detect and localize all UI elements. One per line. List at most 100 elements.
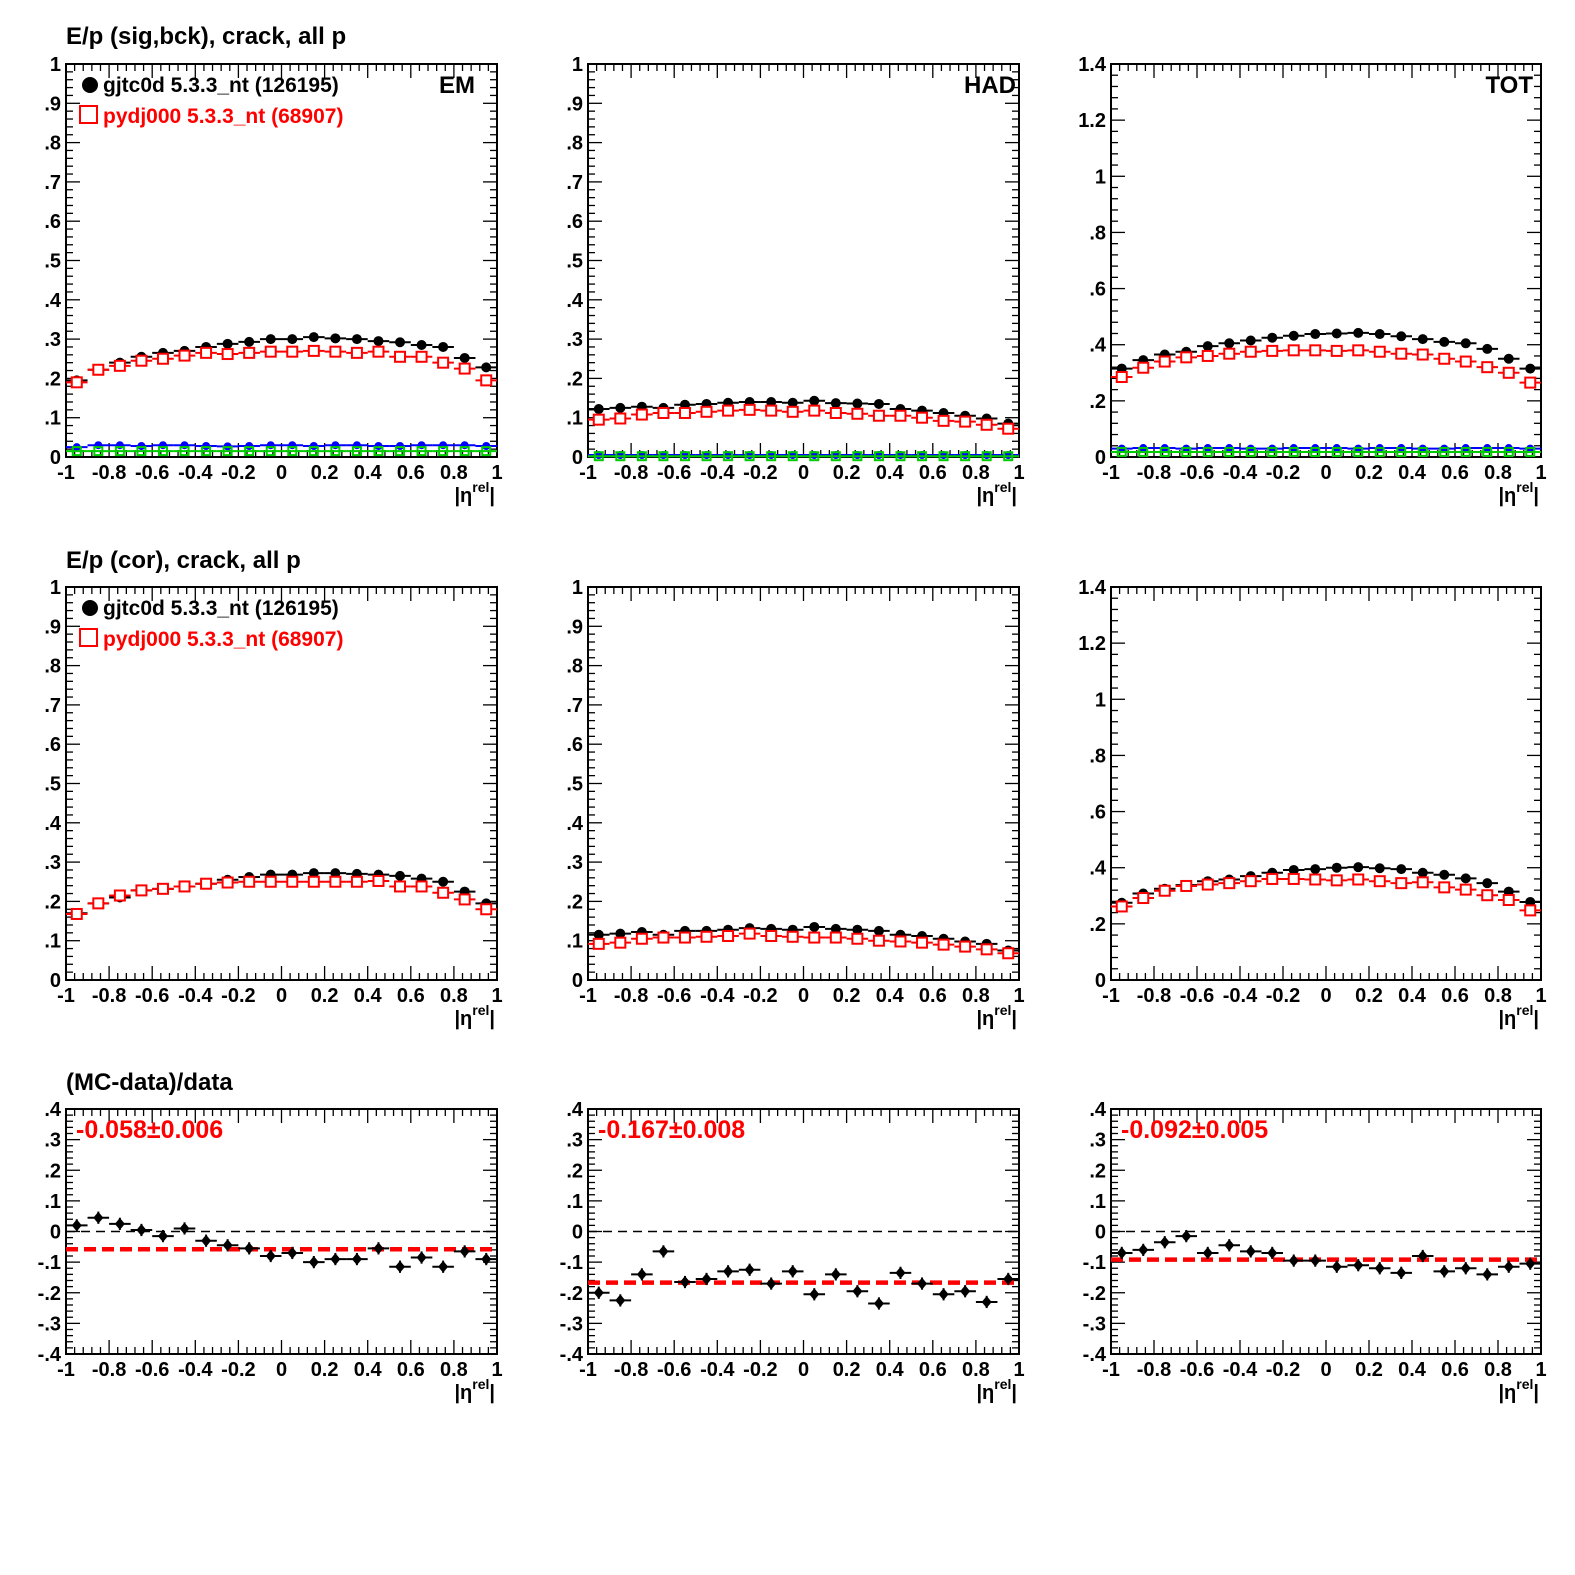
- bck-mc-point: [1525, 446, 1536, 457]
- mc-point: [1158, 355, 1171, 368]
- x-tick-label: -0.6: [1180, 462, 1214, 484]
- x-tick-label: -0.6: [657, 1359, 691, 1381]
- bck-mc-point: [330, 446, 341, 457]
- bck-mc-point: [1353, 446, 1364, 457]
- mc-point: [765, 404, 778, 417]
- bck-mc-point: [1396, 446, 1407, 457]
- ratio-point: [1202, 1246, 1213, 1259]
- mc-point: [916, 411, 929, 424]
- y-tick-label: .1: [44, 931, 61, 953]
- bck-mc-point: [71, 446, 82, 457]
- ratio-point: [1181, 1230, 1192, 1243]
- data-point: [1503, 353, 1514, 364]
- x-tick-label: -0.6: [657, 462, 691, 484]
- y-tick-label: .6: [1089, 279, 1106, 301]
- x-tick-label: -0.8: [1137, 462, 1171, 484]
- bck-data-point: [396, 441, 405, 450]
- x-tick-label: -0.2: [221, 985, 255, 1007]
- mc-point: [1287, 872, 1300, 885]
- mc-point: [1416, 876, 1429, 889]
- y-tick-label: 1.4: [1078, 54, 1107, 76]
- mc-point: [765, 929, 778, 942]
- data-point: [1224, 338, 1235, 349]
- mc-point: [264, 875, 277, 888]
- ratio-point: [395, 1260, 406, 1273]
- bck-mc-point: [593, 451, 604, 462]
- x-tick-label: -0.8: [92, 462, 126, 484]
- data-point: [222, 338, 233, 349]
- y-tick-label: .4: [566, 1099, 584, 1121]
- mc-point: [1201, 349, 1214, 362]
- data-point: [330, 868, 341, 879]
- x-tick-label: -0.2: [743, 1359, 777, 1381]
- ratio-point: [244, 1242, 255, 1255]
- bck-mc-point: [1331, 446, 1342, 457]
- bck-mc-point: [895, 451, 906, 462]
- mc-point: [113, 359, 126, 372]
- bck-mc-point: [615, 451, 626, 462]
- y-tick-label: .4: [44, 813, 62, 835]
- y-tick-label: 1: [1095, 689, 1106, 711]
- y-tick-label: .4: [1089, 335, 1107, 357]
- y-tick-label: 0: [50, 1222, 61, 1244]
- mc-point: [1459, 355, 1472, 368]
- y-tick-label: .3: [44, 1130, 61, 1152]
- mc-point: [1244, 345, 1257, 358]
- ratio-point: [723, 1265, 734, 1278]
- bck-mc-point: [679, 451, 690, 462]
- y-tick-label: .8: [566, 656, 583, 678]
- y-tick-label: .6: [44, 734, 61, 756]
- bck-mc-point: [852, 451, 863, 462]
- mc-point: [1115, 370, 1128, 383]
- x-tick-label: 0.6: [397, 1359, 425, 1381]
- x-tick-label: -0.4: [700, 462, 735, 484]
- x-tick-label: -0.4: [1223, 462, 1258, 484]
- mc-point: [264, 345, 277, 358]
- mc-point: [1223, 877, 1236, 890]
- mc-point: [1438, 881, 1451, 894]
- mc-point: [1481, 361, 1494, 374]
- legend-data-label: gjtc0d 5.3.3_nt (126195): [103, 597, 339, 620]
- bck-mc-point: [244, 446, 255, 457]
- mc-point: [1524, 376, 1537, 389]
- data-point: [481, 362, 492, 373]
- data-point: [395, 337, 406, 348]
- panel-2-0: -1 -0.8 -0.6 -0.4 -0.2 0 0.2 0.4 0.6 0.8 1-.4-.3-.…: [38, 1099, 503, 1404]
- x-tick-label: 0.8: [1484, 985, 1512, 1007]
- mc-point: [286, 875, 299, 888]
- mc-point: [200, 877, 213, 890]
- mc-point: [722, 404, 735, 417]
- panel-0-0: -1 -0.8 -0.6 -0.4 -0.2 0 0.2 0.4 0.6 0.8 1 0 .1 .2 .3.…: [44, 54, 502, 507]
- x-tick-label: -0.2: [1266, 462, 1300, 484]
- data-point: [830, 923, 841, 934]
- ratio-point: [766, 1277, 777, 1290]
- x-tick-label: -0.2: [1266, 1359, 1300, 1381]
- y-tick-label: .2: [566, 891, 583, 913]
- y-tick-label: 0: [572, 970, 583, 992]
- legend-data-marker: [82, 77, 98, 93]
- mc-point: [1180, 351, 1193, 364]
- y-tick-label: 1: [572, 54, 583, 76]
- mc-point: [243, 875, 256, 888]
- bck-mc-point: [395, 446, 406, 457]
- data-point: [787, 397, 798, 408]
- x-tick-label: 0: [1320, 462, 1331, 484]
- y-tick-label: .9: [44, 93, 61, 115]
- mc-point: [592, 937, 605, 950]
- x-tick-label: 0.4: [876, 462, 905, 484]
- mc-point: [786, 405, 799, 418]
- mc-point: [480, 374, 493, 387]
- ratio-point: [114, 1217, 125, 1230]
- mc-point: [1158, 884, 1171, 897]
- mc-point: [1502, 893, 1515, 906]
- mc-point: [135, 354, 148, 367]
- ratio-point: [1482, 1268, 1493, 1281]
- x-tick-label: 1: [491, 462, 502, 484]
- y-tick-label: .3: [566, 852, 583, 874]
- legend-data-marker: [82, 600, 98, 616]
- data-point: [416, 339, 427, 350]
- fit-label: -0.092±0.005: [1121, 1116, 1268, 1144]
- y-tick-label: .3: [44, 852, 61, 874]
- mc-point: [1266, 872, 1279, 885]
